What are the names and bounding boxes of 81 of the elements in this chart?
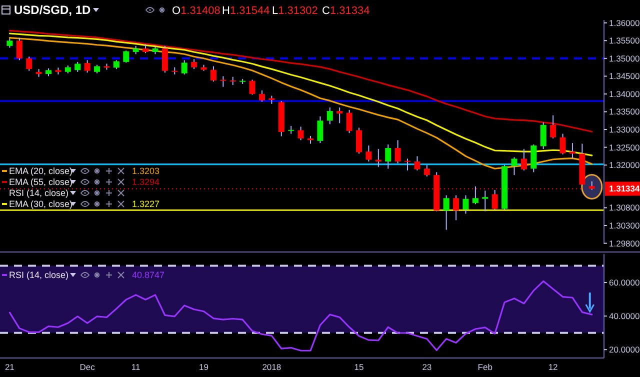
candlestick [26,56,32,72]
x-tick-label: 11 [131,362,141,372]
candlestick [443,194,450,230]
text: L1.31302 [272,5,318,17]
x-tick-label: 2018 [262,362,282,372]
candlestick [84,60,90,74]
annotation: 40.8747 [132,270,165,280]
y-tick-label: 1.33000 [609,124,640,134]
annotation: 1.3294 [132,177,160,188]
text: O1.31408 [172,5,220,17]
candlestick [424,164,430,177]
y-tick-label: 1.35500 [609,36,640,46]
y-tick-label: 1.30800 [609,202,640,213]
candlestick [336,106,343,124]
candlestick [453,194,460,221]
text: H1.31544 [222,5,270,17]
legend-label: RSI (14, close) [9,270,69,280]
legend-label: EMA (55, close) [9,177,73,188]
legend-label: EMA (30, close) [9,199,73,210]
y-tick-label: 60.0000 [609,277,640,288]
y-tick-label: 1.32500 [609,142,640,152]
y-tick-label: 40.0000 [609,311,640,322]
y-tick-label: 1.35000 [609,53,640,64]
candlestick [346,109,352,134]
candlestick [385,144,392,170]
x-tick-label: Feb [478,362,493,372]
y-tick-label: 1.34500 [609,71,640,82]
x-tick-label: Dec [80,362,96,372]
candlestick [258,90,265,102]
candlestick [74,61,81,72]
x-tick-label: 12 [548,362,558,372]
x-tick-label: 19 [199,362,209,372]
candlestick [482,190,488,212]
candlestick [162,45,168,74]
candlestick [366,145,372,162]
candlestick [6,38,13,48]
candlestick [375,148,382,168]
y-tick-label: 1.29800 [609,238,640,248]
candlestick [123,50,130,64]
annotation: 1.3227 [132,199,160,210]
candlestick [16,37,22,61]
candlestick [288,125,294,134]
candlestick [394,140,401,164]
x-tick-label: 23 [422,362,432,372]
y-tick-label: 1.33500 [609,106,640,117]
candlestick [356,127,362,154]
candlestick [220,76,226,88]
candlestick [181,60,188,75]
candlestick [520,148,527,171]
candlestick [462,194,469,214]
candlestick [404,158,411,171]
candlestick [492,189,498,210]
candlestick [298,126,304,141]
ref-line-label: 1.31334 [609,184,640,194]
candlestick [414,156,420,171]
y-tick-label: 1.34000 [609,88,640,99]
chart-title: USD/SGD, 1D [14,3,92,17]
candlestick [550,114,556,139]
x-tick-label: 15 [354,362,364,372]
candlestick [569,142,576,160]
candlestick [249,79,256,96]
candlestick [540,122,546,150]
line-series [8,30,593,132]
annotation: RSI (14, close) [9,188,69,198]
candlestick [326,106,333,125]
candlestick [530,144,537,173]
candlestick [210,66,216,82]
y-tick-label: 20.0000 [609,344,640,355]
legend-label: EMA (20, close) [9,166,73,176]
candlestick [317,116,324,144]
annotation: 1.3203 [132,166,160,176]
x-tick-label: 21 [4,362,15,372]
line-series [8,280,593,352]
candlestick [511,156,518,176]
y-tick-label: 1.30300 [609,220,640,230]
y-tick-label: 1.32000 [609,160,640,170]
candlestick [560,133,566,155]
candlestick [191,58,198,70]
candlestick [472,186,478,205]
text: C1.31334 [322,5,370,17]
y-tick-label: 1.36000 [609,18,640,28]
